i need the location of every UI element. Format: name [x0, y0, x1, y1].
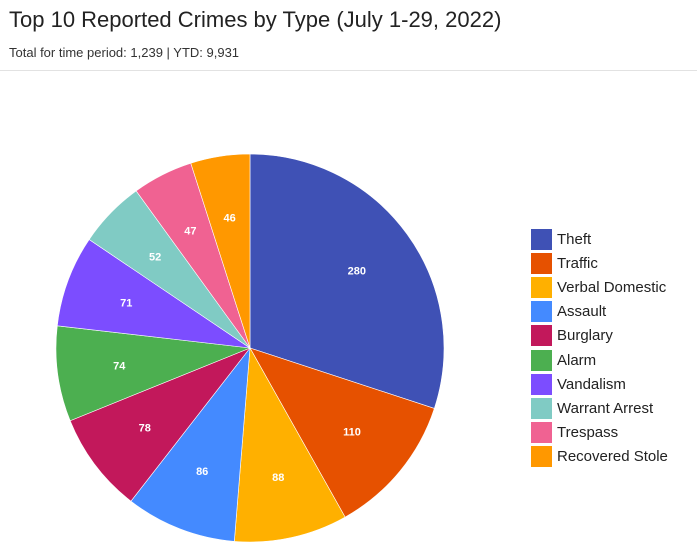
- pie-slice-theft[interactable]: [249, 153, 445, 409]
- pie-slice-burglary[interactable]: [69, 347, 251, 502]
- legend-label: Vandalism: [557, 375, 626, 393]
- pie-slice-assault[interactable]: [130, 347, 251, 542]
- legend-item-burglary[interactable]: Burglary: [531, 324, 668, 348]
- legend-label: Trespass: [557, 424, 619, 442]
- pie-slice-alarm[interactable]: [55, 325, 251, 422]
- slice-value-label: 52: [149, 251, 161, 263]
- legend-item-verbal-domestic[interactable]: Verbal Domestic: [531, 275, 668, 299]
- slice-value-label: 78: [139, 423, 151, 435]
- legend-label: Recovered Stole: [557, 448, 668, 466]
- legend-swatch: [531, 301, 552, 323]
- legend-item-traffic[interactable]: Traffic: [531, 251, 668, 275]
- legend-item-warrant-arrest[interactable]: Warrant Arrest: [531, 396, 668, 420]
- legend-label: Warrant Arrest: [557, 399, 654, 417]
- legend-item-recovered-stolen[interactable]: Recovered Stole: [531, 445, 668, 469]
- slice-value-label: 71: [120, 297, 132, 309]
- legend-swatch: [531, 228, 552, 250]
- pie-slice-vandalism[interactable]: [56, 239, 251, 349]
- legend-label: Assault: [557, 303, 607, 321]
- slice-value-label: 88: [272, 472, 284, 484]
- legend-swatch: [531, 252, 552, 274]
- legend-label: Alarm: [557, 351, 597, 369]
- legend-swatch: [531, 397, 552, 419]
- slice-value-label: 110: [343, 427, 361, 439]
- slice-value-label: 280: [348, 266, 366, 278]
- legend-label: Burglary: [557, 327, 613, 345]
- legend-label: Traffic: [557, 254, 598, 272]
- legend-item-trespass[interactable]: Trespass: [531, 421, 668, 445]
- pie-slice-recovered-stole[interactable]: [190, 153, 251, 349]
- legend-swatch: [531, 349, 552, 371]
- legend-item-alarm[interactable]: Alarm: [531, 348, 668, 372]
- pie-slice-verbal-domestic[interactable]: [233, 346, 346, 543]
- legend-swatch: [531, 276, 552, 298]
- chart-header: Top 10 Reported Crimes by Type (July 1-2…: [0, 0, 697, 71]
- legend-item-vandalism[interactable]: Vandalism: [531, 372, 668, 396]
- slice-value-label: 46: [224, 213, 236, 225]
- slice-value-label: 86: [196, 466, 208, 478]
- slice-value-label: 74: [113, 361, 126, 373]
- pie-slice-traffic[interactable]: [249, 347, 435, 518]
- chart-legend: Theft Traffic Verbal Domestic Assault Bu…: [531, 227, 668, 469]
- chart-subtitle: Total for time period: 1,239 | YTD: 9,93…: [9, 45, 240, 60]
- legend-item-theft[interactable]: Theft: [531, 227, 668, 251]
- legend-swatch: [531, 373, 552, 395]
- legend-swatch: [531, 325, 552, 347]
- legend-swatch: [531, 446, 552, 468]
- legend-label: Verbal Domestic: [557, 278, 667, 296]
- legend-item-assault[interactable]: Assault: [531, 300, 668, 324]
- legend-label: Theft: [557, 230, 592, 248]
- slice-value-label: 47: [184, 225, 196, 237]
- chart-title: Top 10 Reported Crimes by Type (July 1-2…: [9, 7, 502, 32]
- legend-swatch: [531, 422, 552, 444]
